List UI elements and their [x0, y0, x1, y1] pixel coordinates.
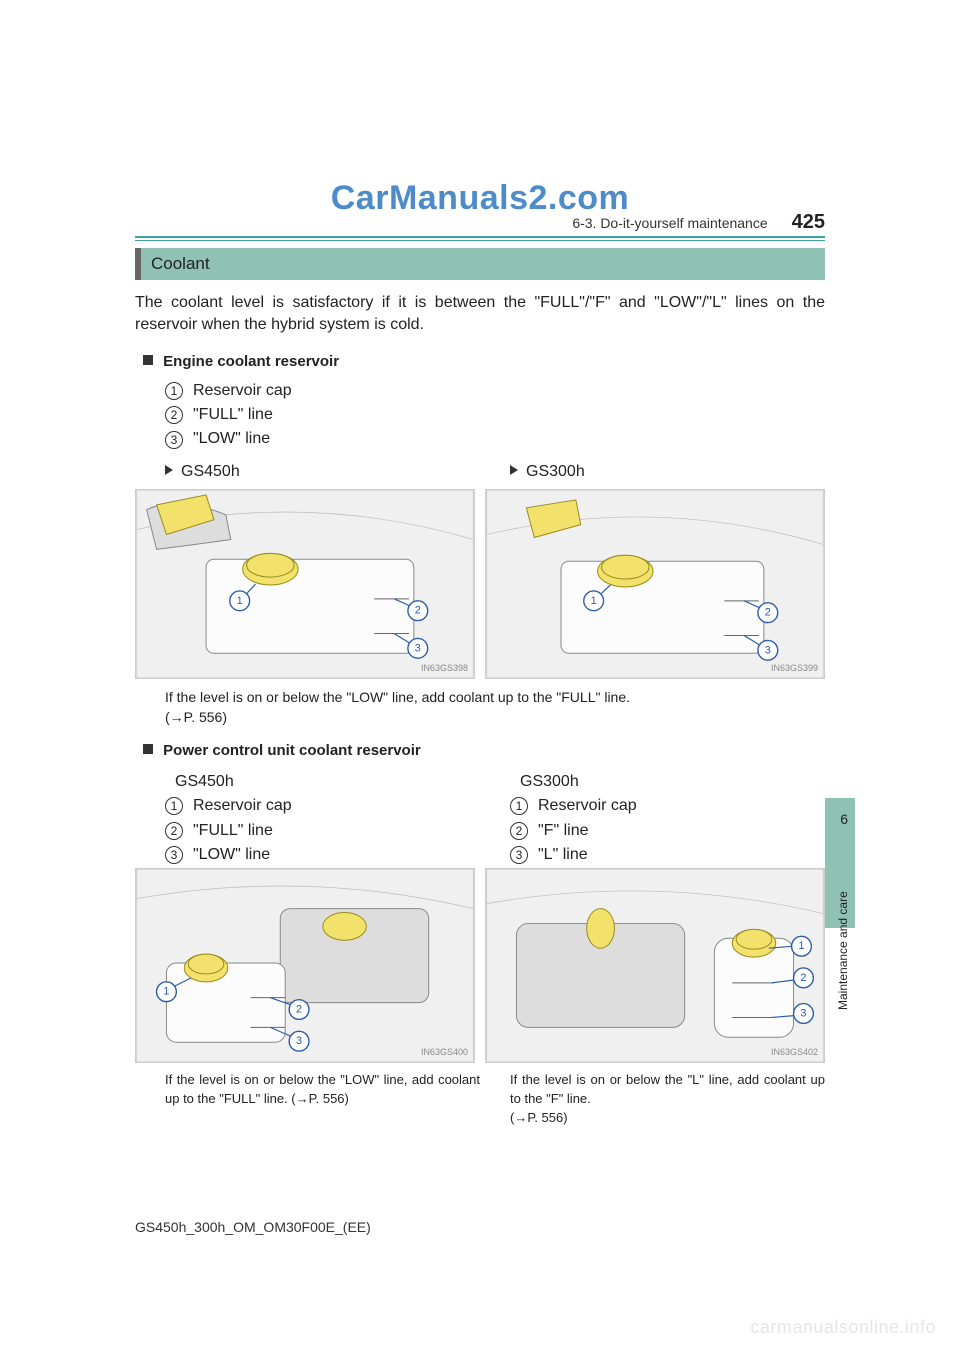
list-item-label: Reservoir cap [193, 380, 292, 402]
pcu-note-right: If the level is on or below the "L" line… [510, 1071, 825, 1128]
engine-reservoir-note: If the level is on or below the "LOW" li… [165, 687, 825, 728]
note-ref: (→P. 556) [510, 1110, 568, 1125]
section-path: 6-3. Do-it-yourself maintenance [572, 214, 767, 234]
svg-text:3: 3 [415, 642, 421, 654]
figure-code: IN63GS400 [421, 1046, 468, 1059]
pcu-columns: GS450h 1 Reservoir cap 2 "FULL" line 3 "LOW… [165, 769, 825, 869]
section-heading-bar: Coolant [135, 248, 825, 280]
chapter-tab-number: 6 [840, 810, 848, 830]
circled-number-icon: 2 [510, 822, 528, 840]
triangle-bullet-icon [510, 465, 518, 475]
engine-reservoir-list: 1 Reservoir cap 2 "FULL" line 3 "LOW" li… [165, 380, 825, 451]
list-item: 1 Reservoir cap [165, 380, 825, 402]
model-left: GS450h [165, 771, 480, 793]
list-item: 3 "LOW" line [165, 844, 480, 866]
pcu-col-left: GS450h 1 Reservoir cap 2 "FULL" line 3 "LOW… [165, 769, 480, 869]
running-header: 6-3. Do-it-yourself maintenance 425 [572, 208, 825, 236]
footer-document-code: GS450h_300h_OM_OM30F00E_(EE) [135, 1218, 371, 1238]
list-item: 2 "FULL" line [165, 820, 480, 842]
list-item: 3 "LOW" line [165, 428, 825, 450]
figure-code: IN63GS398 [421, 662, 468, 675]
subheading-text: Power control unit coolant reservoir [163, 742, 421, 759]
model-label: GS300h [520, 771, 579, 793]
model-label: GS300h [526, 463, 585, 480]
list-item-label: "FULL" line [193, 404, 273, 426]
list-item: 3 "L" line [510, 844, 825, 866]
circled-number-icon: 3 [510, 846, 528, 864]
list-item-label: "FULL" line [193, 820, 273, 842]
svg-text:2: 2 [765, 607, 771, 619]
svg-text:1: 1 [591, 595, 597, 607]
content: Coolant The coolant level is satisfactor… [135, 248, 825, 1128]
list-item-label: "LOW" line [193, 844, 270, 866]
svg-text:3: 3 [765, 644, 771, 656]
page-number: 425 [792, 208, 825, 236]
circled-number-icon: 1 [510, 797, 528, 815]
model-label: GS450h [181, 463, 240, 480]
model-label: GS450h [175, 771, 234, 793]
circled-number-icon: 3 [165, 431, 183, 449]
note-text: If the level is on or below the "L" line… [510, 1072, 825, 1106]
svg-text:2: 2 [800, 972, 806, 984]
figure-row-pcu: 1 2 3 IN63GS400 [135, 868, 825, 1063]
list-item: 1 Reservoir cap [165, 795, 480, 817]
svg-text:2: 2 [296, 1004, 302, 1016]
subheading-text: Engine coolant reservoir [163, 353, 339, 370]
intro-paragraph: The coolant level is satisfactory if it … [135, 292, 825, 337]
model-right: GS300h [510, 461, 825, 483]
list-item-label: Reservoir cap [538, 795, 637, 817]
svg-text:1: 1 [798, 940, 804, 952]
note-text: If the level is on or below the "LOW" li… [165, 689, 630, 705]
svg-text:1: 1 [237, 595, 243, 607]
list-item-label: Reservoir cap [193, 795, 292, 817]
list-item: 2 "FULL" line [165, 404, 825, 426]
subheading-engine-reservoir: Engine coolant reservoir [143, 351, 825, 372]
manual-page: CarManuals2.com 6-3. Do-it-yourself main… [0, 0, 960, 1358]
subheading-pcu-reservoir: Power control unit coolant reservoir [143, 740, 825, 761]
triangle-bullet-icon [165, 465, 173, 475]
figure-engine-gs450h: 1 2 3 IN63GS398 [135, 489, 475, 679]
list-item-label: "L" line [538, 844, 588, 866]
svg-text:2: 2 [415, 605, 421, 617]
svg-text:3: 3 [296, 1036, 302, 1048]
model-left: GS450h [165, 461, 480, 483]
figure-engine-gs300h: 1 2 3 IN63GS399 [485, 489, 825, 679]
figure-pcu-gs450h: 1 2 3 IN63GS400 [135, 868, 475, 1063]
list-item-label: "LOW" line [193, 428, 270, 450]
circled-number-icon: 3 [165, 846, 183, 864]
circled-number-icon: 2 [165, 822, 183, 840]
svg-text:1: 1 [163, 986, 169, 998]
circled-number-icon: 1 [165, 797, 183, 815]
model-right: GS300h [510, 771, 825, 793]
pcu-col-right: GS300h 1 Reservoir cap 2 "F" line 3 "L" lin… [510, 769, 825, 869]
figure-code: IN63GS399 [771, 662, 818, 675]
figure-code: IN63GS402 [771, 1046, 818, 1059]
circled-number-icon: 2 [165, 406, 183, 424]
svg-text:3: 3 [800, 1008, 806, 1020]
pcu-note-left: If the level is on or below the "LOW" li… [165, 1071, 480, 1128]
list-item-label: "F" line [538, 820, 588, 842]
figure-pcu-gs300h: 1 2 3 IN63GS402 [485, 868, 825, 1063]
header-rule [135, 236, 825, 238]
square-bullet-icon [143, 744, 153, 754]
figure-row-engine: 1 2 3 IN63GS398 [135, 489, 825, 679]
chapter-tab-label: Maintenance and care [835, 850, 852, 1010]
list-item: 2 "F" line [510, 820, 825, 842]
circled-number-icon: 1 [165, 382, 183, 400]
model-row: GS450h GS300h [165, 461, 825, 483]
note-ref: (→P. 556) [165, 709, 227, 725]
pcu-notes: If the level is on or below the "LOW" li… [165, 1071, 825, 1128]
list-item: 1 Reservoir cap [510, 795, 825, 817]
square-bullet-icon [143, 355, 153, 365]
watermark-bottom: carmanualsonline.info [750, 1315, 936, 1340]
